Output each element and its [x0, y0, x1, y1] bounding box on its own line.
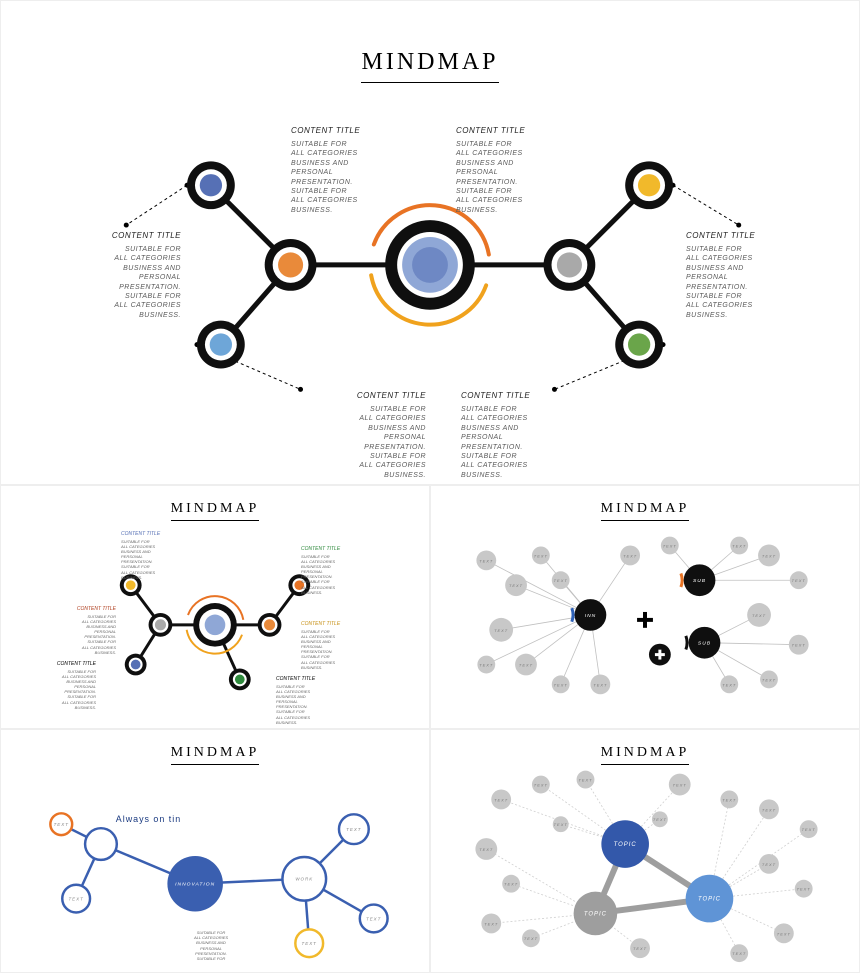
svg-text:TEXT: TEXT [762, 553, 776, 558]
svg-text:TEXT: TEXT [762, 677, 776, 682]
svg-text:TEXT: TEXT [732, 543, 746, 548]
content-block: CONTENT TITLESUITABLE FORALL CATEGORIESB… [16, 661, 96, 710]
svg-text:TEXT: TEXT [302, 941, 317, 946]
svg-text:TEXT: TEXT [479, 663, 493, 668]
svg-text:TEXT: TEXT [346, 827, 361, 832]
content-block: CONTENT TITLESUITABLE FORALL CATEGORIESB… [461, 391, 606, 480]
content-block: CONTENT TITLESUITABLE FORALL CATEGORIESB… [301, 546, 381, 595]
thumb-2: MINDMAP TEXTTEXTTEXTTEXTTEXTTEXTTEXTTEXT… [430, 485, 860, 729]
panel-main: MINDMAP CONTENT TITLESUITABLE FORALL CAT… [0, 0, 860, 485]
svg-text:TEXT: TEXT [479, 847, 493, 852]
svg-text:TEXT: TEXT [534, 783, 548, 788]
page: MINDMAP CONTENT TITLESUITABLE FORALL CAT… [0, 0, 860, 974]
svg-text:INNOVATION: INNOVATION [175, 882, 215, 888]
svg-text:TEXT: TEXT [578, 778, 592, 783]
thumb-1: MINDMAP CONTENT TITLESUITABLE FORALL CAT… [0, 485, 430, 729]
svg-text:TEXT: TEXT [554, 822, 568, 827]
svg-text:TEXT: TEXT [484, 921, 498, 926]
svg-text:SUB: SUB [693, 578, 706, 584]
svg-text:TEXT: TEXT [494, 797, 508, 802]
svg-text:TEXT: TEXT [802, 827, 816, 832]
svg-text:TEXT: TEXT [509, 583, 523, 588]
svg-text:TEXT: TEXT [534, 553, 548, 558]
content-block: CONTENT TITLESUITABLE FORALL CATEGORIESB… [36, 606, 116, 655]
svg-text:TEXT: TEXT [54, 822, 69, 827]
content-block: CONTENT TITLESUITABLE FORALL CATEGORIESB… [281, 391, 426, 480]
svg-text:TEXT: TEXT [663, 543, 677, 548]
svg-text:TEXT: TEXT [366, 916, 381, 921]
svg-text:TEXT: TEXT [792, 578, 806, 583]
svg-text:TEXT: TEXT [554, 578, 568, 583]
thumb-row-1: MINDMAP CONTENT TITLESUITABLE FORALL CAT… [0, 485, 860, 729]
svg-text:TEXT: TEXT [777, 931, 791, 936]
content-block: CONTENT TITLESUITABLE FORALL CATEGORIESB… [121, 531, 201, 580]
svg-text:Always on tin: Always on tin [116, 814, 181, 824]
svg-text:TEXT: TEXT [593, 682, 607, 687]
svg-text:TEXT: TEXT [762, 807, 776, 812]
svg-text:TEXT: TEXT [519, 663, 533, 668]
svg-text:TEXT: TEXT [732, 951, 746, 956]
thumb-row-2: MINDMAP INNOVATIONTEXTTEXTWORKTEXTTEXTTE… [0, 729, 860, 973]
svg-text:TEXT: TEXT [494, 628, 508, 633]
svg-text:SUB: SUB [698, 641, 711, 647]
svg-text:TEXT: TEXT [524, 936, 538, 941]
svg-text:TEXT: TEXT [722, 797, 736, 802]
svg-text:TEXT: TEXT [633, 946, 647, 951]
svg-text:TEXT: TEXT [673, 783, 687, 788]
content-block: SUITABLE FORALL CATEGORIESBUSINESS ANDPE… [146, 930, 276, 961]
content-block: CONTENT TITLESUITABLE FORALL CATEGORIESB… [41, 231, 181, 320]
content-block: CONTENT TITLESUITABLE FORALL CATEGORIESB… [276, 676, 366, 725]
svg-text:TEXT: TEXT [722, 682, 736, 687]
thumb-4: MINDMAP TEXTTEXTTEXTTEXTTEXTTEXTTEXTTEXT… [430, 729, 860, 973]
svg-text:TEXT: TEXT [752, 613, 766, 618]
mindmap-thumb4: TEXT TEXT TEXT TEXT TEXT TEXT TEXT TEXT TEXT TEXT… [431, 730, 859, 972]
svg-text:TEXT: TEXT [68, 897, 83, 902]
svg-text:INN: INN [585, 613, 596, 619]
svg-text:TEXT: TEXT [479, 558, 493, 563]
svg-text:TOPIC: TOPIC [698, 897, 721, 903]
content-block: CONTENT TITLESUITABLE FORALL CATEGORIESB… [301, 621, 381, 670]
content-block: CONTENT TITLESUITABLE FORALL CATEGORIESB… [686, 231, 831, 320]
svg-text:TEXT: TEXT [504, 882, 518, 887]
svg-text:TOPIC: TOPIC [614, 842, 637, 848]
content-block: CONTENT TITLESUITABLE FORALL CATEGORIESB… [291, 126, 431, 215]
svg-text:TEXT: TEXT [797, 887, 811, 892]
svg-text:TEXT: TEXT [762, 862, 776, 867]
mindmap-thumb2: TEXT TEXT TEXT TEXT TEXT TEXT TEXT TEXT TEXT TEXT… [431, 486, 859, 728]
svg-text:TEXT: TEXT [653, 817, 667, 822]
thumb-3: MINDMAP INNOVATIONTEXTTEXTWORKTEXTTEXTTE… [0, 729, 430, 973]
content-block: CONTENT TITLESUITABLE FORALL CATEGORIESB… [456, 126, 596, 215]
svg-text:TEXT: TEXT [554, 682, 568, 687]
svg-text:TOPIC: TOPIC [584, 911, 607, 917]
svg-text:TEXT: TEXT [623, 553, 637, 558]
svg-text:TEXT: TEXT [792, 643, 806, 648]
svg-text:WORK: WORK [295, 877, 313, 882]
